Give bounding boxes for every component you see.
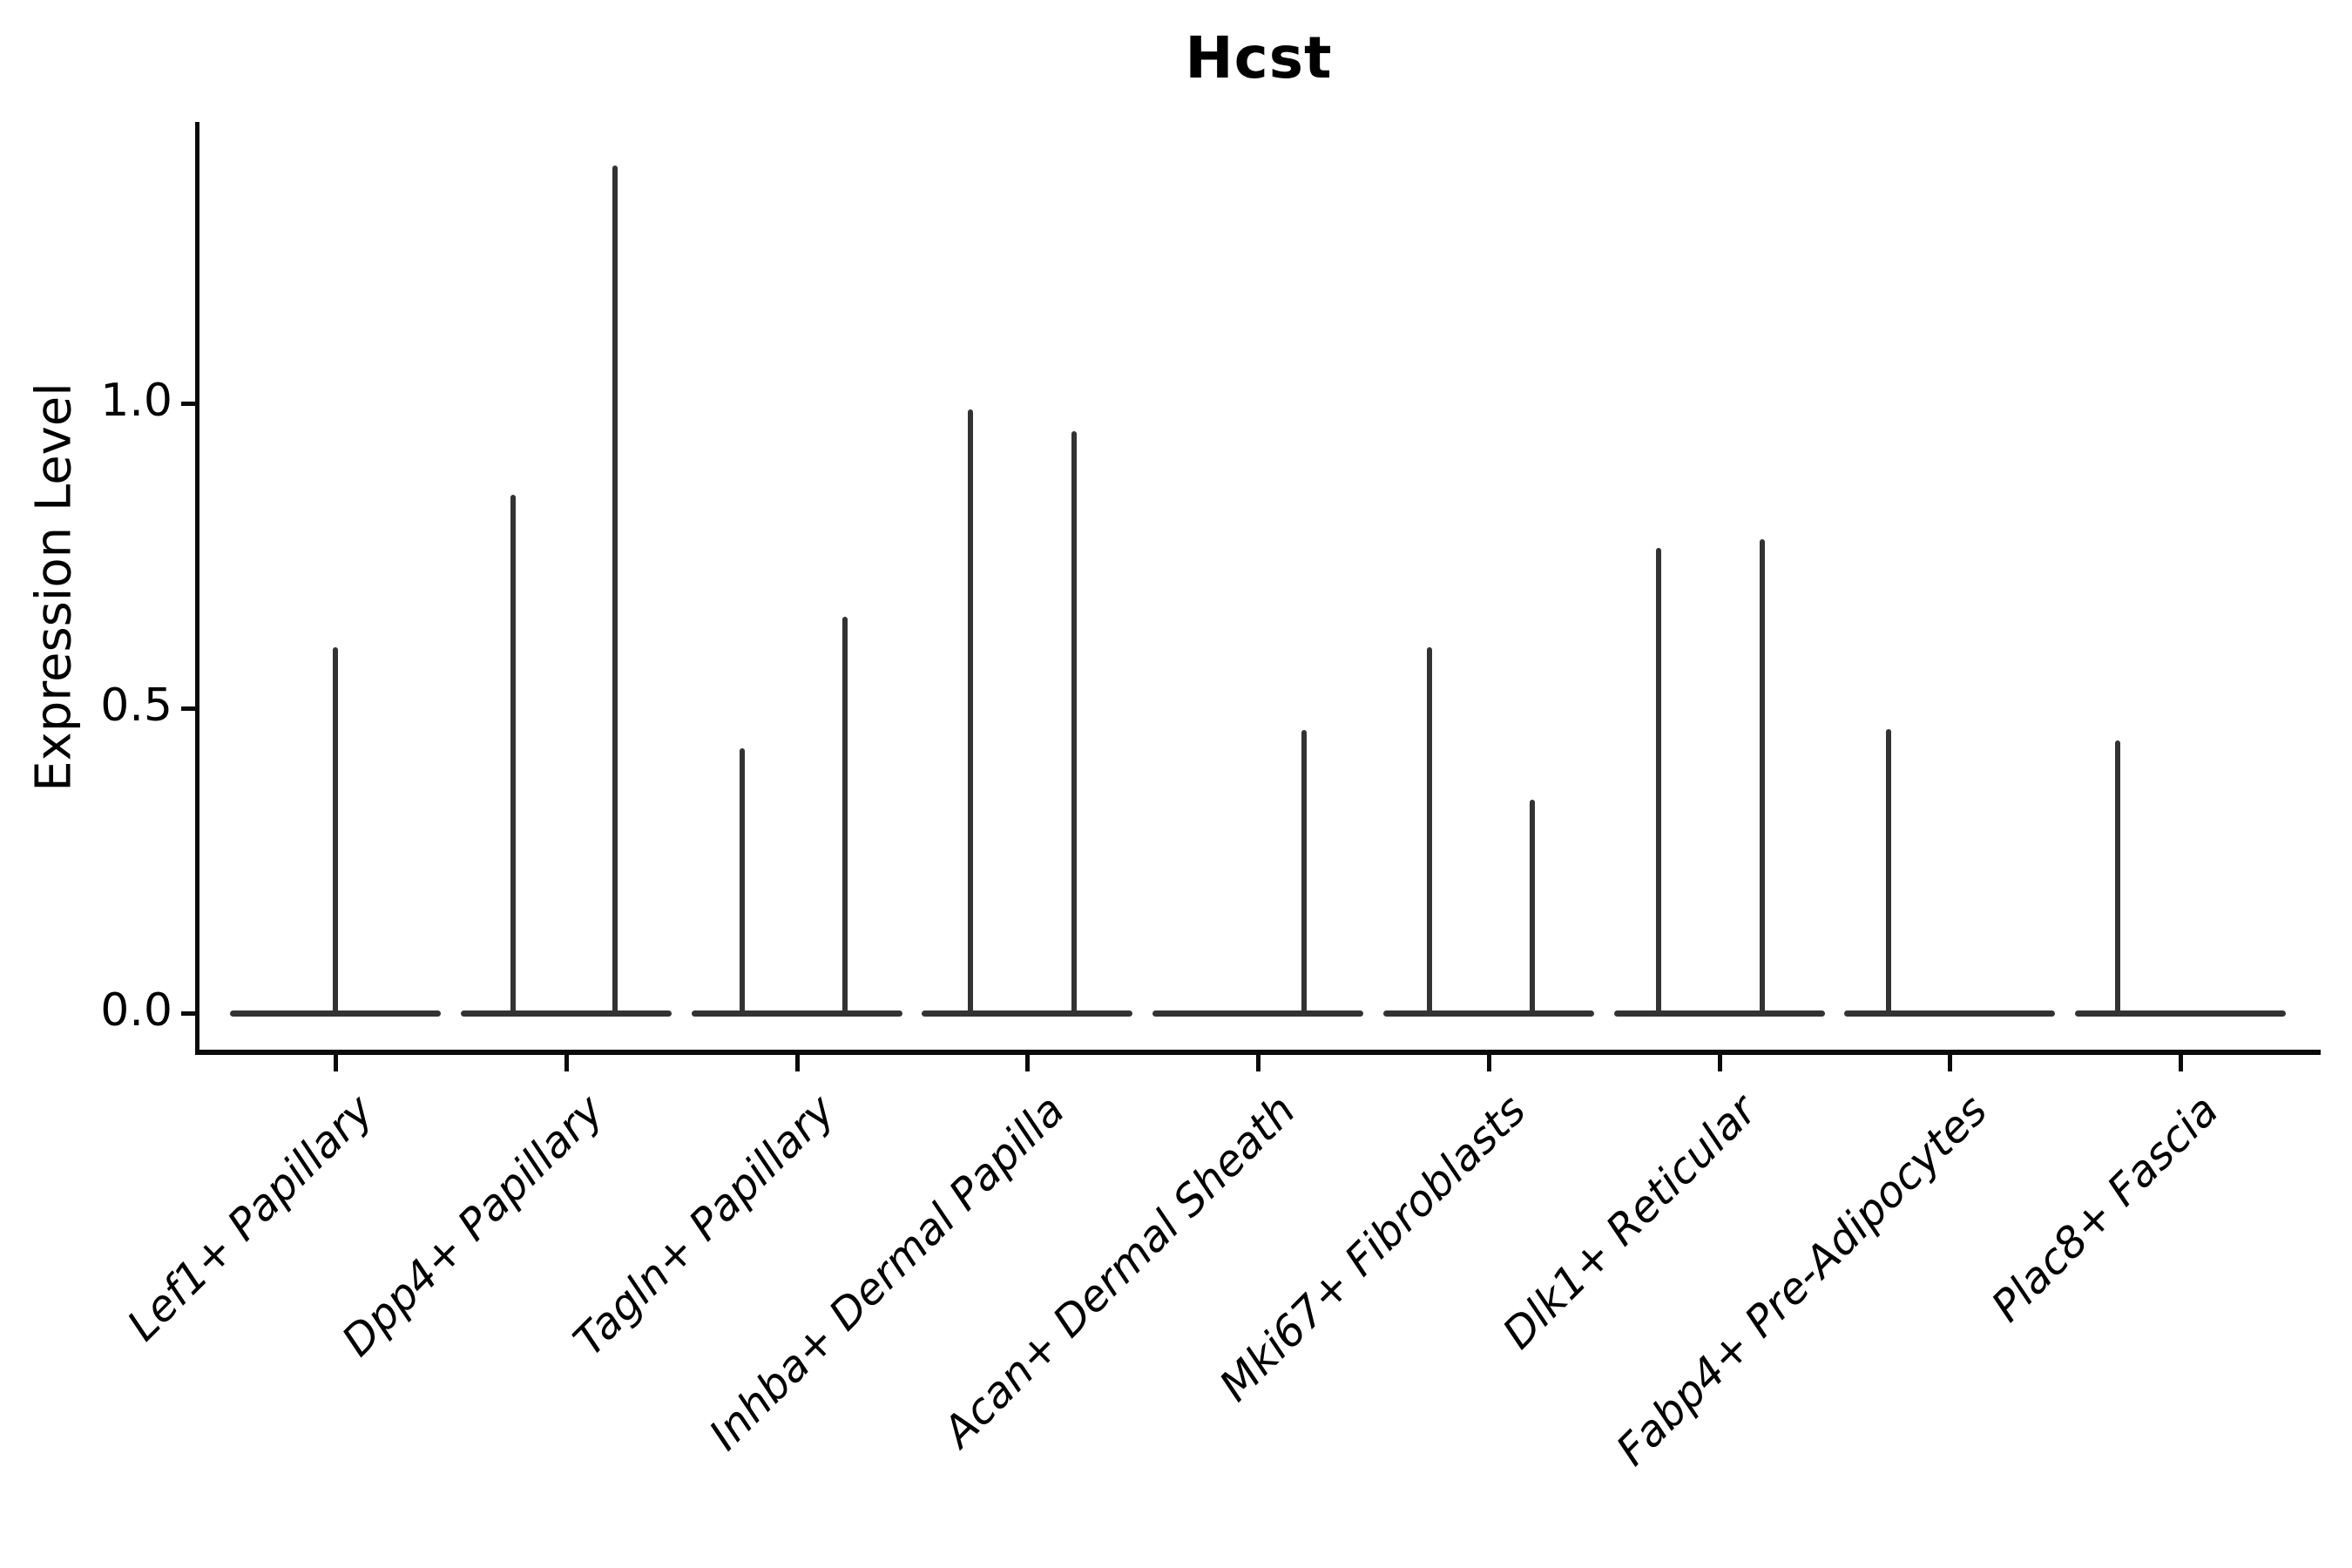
violin-body xyxy=(1382,1010,1594,1017)
x-tick-label: Fabp4+ Pre-Adipocytes xyxy=(1607,1085,1997,1476)
y-tick-label: 1.0 xyxy=(100,375,172,427)
violin-tail xyxy=(968,409,974,1013)
violin-body xyxy=(1152,1010,1363,1017)
violin-tail xyxy=(1529,800,1535,1013)
violin-body xyxy=(691,1010,902,1017)
x-axis-spine xyxy=(195,1050,2321,1055)
violin-tail xyxy=(1886,728,1892,1013)
violin-tail xyxy=(1426,647,1432,1013)
violin-tail xyxy=(739,747,745,1013)
y-tick-label: 0.5 xyxy=(100,679,172,732)
x-tick xyxy=(2179,1055,2183,1071)
y-tick-label: 0.0 xyxy=(100,984,172,1037)
x-tick xyxy=(564,1055,569,1071)
violin-body xyxy=(922,1010,1133,1017)
y-tick xyxy=(181,706,196,711)
x-tick-label: Dlk1+ Reticular xyxy=(1493,1085,1767,1359)
violin-tail xyxy=(841,617,848,1013)
violin-tail xyxy=(1759,539,1765,1013)
violin-tail xyxy=(612,166,618,1013)
violin-tail xyxy=(1301,729,1307,1013)
x-tick xyxy=(794,1055,800,1071)
y-tick xyxy=(181,402,196,406)
x-tick xyxy=(1025,1055,1031,1071)
violin-tail xyxy=(510,495,516,1013)
y-axis-spine xyxy=(195,122,199,1052)
violin-tail xyxy=(1071,430,1078,1013)
violin-body xyxy=(1844,1010,2056,1017)
x-tick-label: Lef1+ Papillary xyxy=(118,1085,383,1351)
x-tick xyxy=(1717,1055,1722,1071)
y-tick xyxy=(181,1011,196,1016)
x-tick xyxy=(334,1055,338,1071)
violin-body xyxy=(230,1010,441,1017)
x-tick xyxy=(1486,1055,1491,1071)
x-tick-label: Plac8+ Fascia xyxy=(1981,1085,2228,1332)
x-tick xyxy=(1948,1055,1953,1071)
violin-body xyxy=(1613,1010,1825,1017)
chart-title: Hcst xyxy=(1185,24,1333,91)
violin-body xyxy=(460,1010,672,1017)
violin-tail xyxy=(333,647,338,1013)
x-tick xyxy=(1256,1055,1260,1071)
violin-body xyxy=(2075,1010,2286,1017)
violin-tail xyxy=(2115,740,2120,1013)
violin-tail xyxy=(1655,547,1661,1013)
